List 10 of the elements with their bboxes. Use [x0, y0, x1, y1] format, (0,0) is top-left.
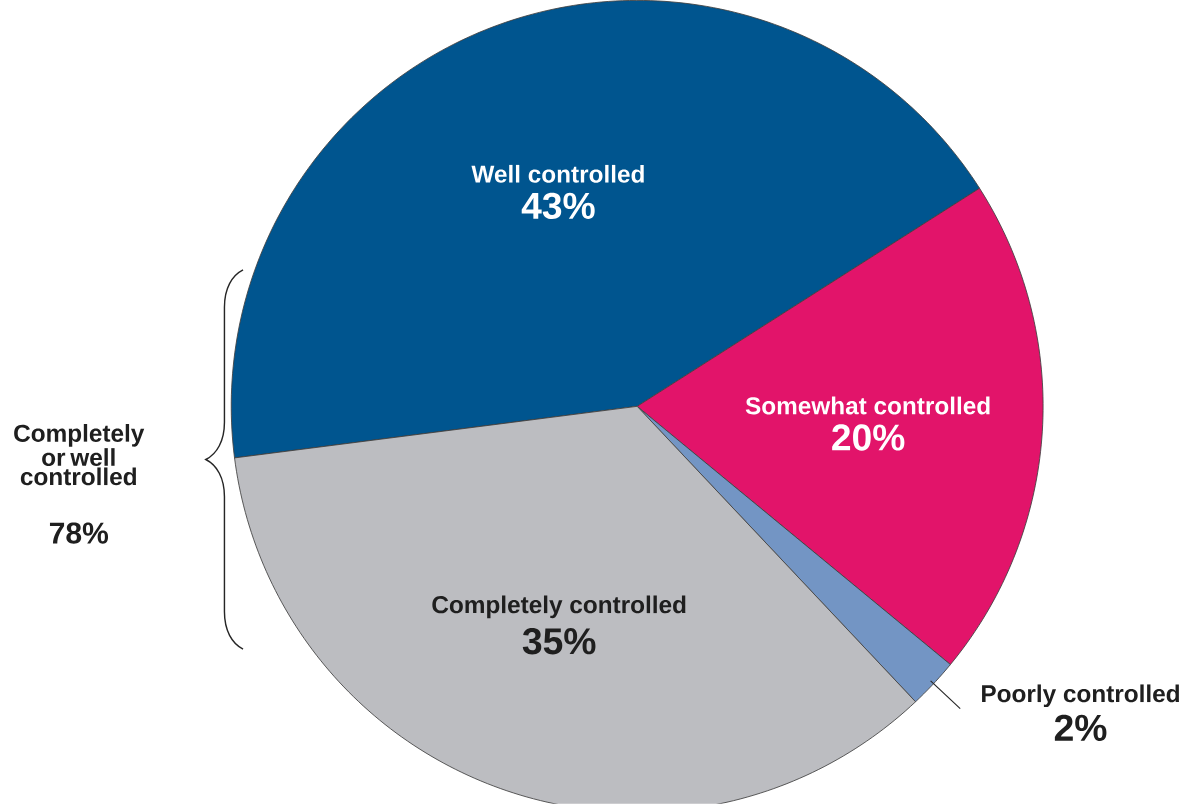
data-label: 35%	[522, 628, 596, 655]
text: Completely or well controlled	[14, 424, 145, 486]
data-label: 20%	[832, 424, 905, 451]
data-label: 2%	[1054, 714, 1107, 742]
text: 78%	[49, 522, 109, 544]
slice-label: Poorly controlled	[982, 684, 1179, 708]
data-label: 43%	[521, 192, 595, 220]
slice-label: Somewhat controlled	[745, 396, 990, 415]
slice-label: Well controlled	[471, 165, 644, 183]
slice-label: Completely controlled	[432, 595, 686, 619]
